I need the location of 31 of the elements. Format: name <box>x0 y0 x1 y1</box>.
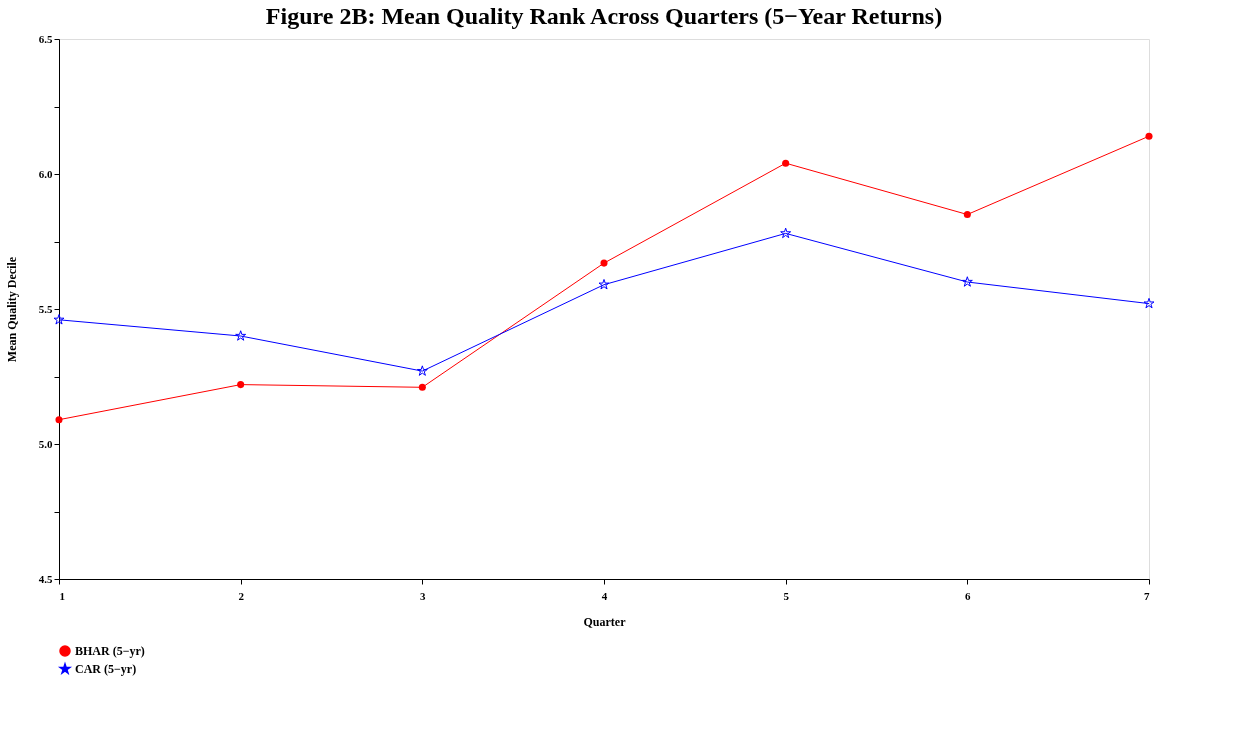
point <box>55 416 63 424</box>
y-tick-label: 4.5 <box>38 572 53 585</box>
y-tick-label: 5.5 <box>38 302 53 315</box>
point <box>53 314 65 325</box>
point <box>418 383 426 391</box>
chart-title: Figure 2B: Mean Quality Rank Across Quarters (5−Year Returns) <box>265 3 943 29</box>
point <box>963 210 971 219</box>
x-tick-label: 4 <box>601 589 608 602</box>
x-tick-label: 1 <box>59 589 65 602</box>
y-tick-label: 6.5 <box>38 32 53 45</box>
point <box>235 330 247 341</box>
x-axis-title: Quarter <box>583 614 627 629</box>
point <box>961 276 973 287</box>
point <box>237 381 245 389</box>
y-tick-label: 6.0 <box>38 167 53 180</box>
point <box>600 259 608 267</box>
x-tick-label: 2 <box>238 589 245 602</box>
point <box>416 365 428 376</box>
point <box>598 278 610 290</box>
x-tick-label: 7 <box>1144 589 1150 602</box>
point <box>1143 297 1155 309</box>
x-tick-label: 3 <box>420 589 427 602</box>
point <box>1145 132 1153 140</box>
legend-label: BHAR (5−yr) <box>75 644 145 658</box>
y-tick-label: 5.0 <box>38 437 53 450</box>
x-tick-label: 5 <box>783 589 790 602</box>
x-tick-label: 6 <box>965 589 972 602</box>
y-axis-title: Mean Quality Decile <box>4 256 19 363</box>
point <box>782 159 790 167</box>
point <box>780 227 792 239</box>
legend-label: CAR (5−yr) <box>75 662 137 676</box>
